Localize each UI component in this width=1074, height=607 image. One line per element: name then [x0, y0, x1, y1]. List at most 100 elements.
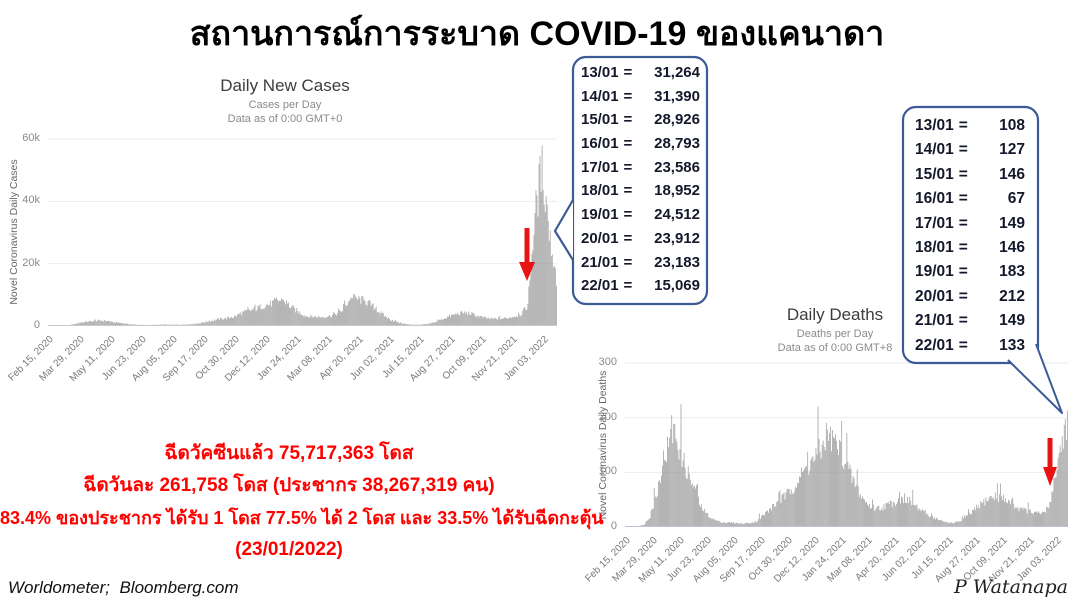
- daily-bar: [206, 321, 208, 326]
- daily-bar: [990, 495, 992, 527]
- daily-bar: [986, 501, 988, 527]
- daily-bar: [664, 459, 665, 527]
- daily-bar: [862, 498, 864, 527]
- daily-bar: [651, 508, 653, 527]
- daily-bar: [1045, 512, 1047, 527]
- daily-bar: [877, 506, 879, 527]
- daily-bar: [533, 234, 535, 326]
- callout-date: 21/01: [915, 312, 954, 330]
- daily-bar: [642, 524, 644, 527]
- daily-bar: [681, 466, 683, 527]
- daily-bar: [771, 510, 773, 527]
- daily-bar: [1043, 512, 1045, 527]
- daily-bar: [1064, 419, 1066, 527]
- daily-bar: [785, 492, 787, 527]
- daily-bar: [961, 516, 963, 527]
- daily-bar: [845, 463, 847, 527]
- daily-bar: [255, 311, 257, 326]
- daily-bar: [122, 323, 124, 326]
- daily-bar: [201, 322, 203, 326]
- daily-bar: [347, 304, 349, 326]
- daily-bar: [398, 322, 399, 326]
- daily-bar: [946, 522, 948, 527]
- page-title: สถานการณ์การระบาด COVID-19 ของแคนาดา: [189, 15, 885, 53]
- daily-bar: [770, 507, 771, 527]
- daily-bar: [675, 438, 677, 527]
- daily-bar: [954, 522, 956, 527]
- daily-bar: [806, 466, 808, 527]
- daily-bar: [113, 322, 114, 326]
- daily-bar: [258, 306, 260, 326]
- daily-bar: [222, 319, 223, 326]
- daily-bar: [109, 320, 110, 326]
- daily-bar: [383, 316, 385, 326]
- daily-bar: [925, 514, 927, 527]
- daily-bar: [729, 522, 730, 527]
- daily-bar: [368, 300, 370, 326]
- daily-bar: [655, 497, 657, 527]
- daily-bar: [953, 523, 955, 527]
- daily-bar: [697, 483, 698, 527]
- daily-bar: [748, 523, 750, 527]
- vaccine-note-line-4: (23/01/2022): [235, 539, 343, 560]
- daily-bar: [766, 511, 767, 527]
- daily-bar: [233, 317, 235, 326]
- daily-bar: [685, 477, 687, 527]
- daily-bar: [718, 520, 720, 527]
- daily-bar: [952, 523, 954, 527]
- daily-bar: [659, 480, 660, 527]
- daily-bar: [677, 450, 679, 527]
- callout-row: 19/01 = 24,512: [581, 206, 700, 230]
- daily-bar: [947, 522, 949, 527]
- daily-bar: [114, 322, 115, 326]
- daily-bar: [1011, 499, 1013, 527]
- daily-bar: [1025, 509, 1027, 527]
- daily-bar: [434, 321, 436, 326]
- daily-bar: [899, 491, 900, 527]
- daily-bar: [966, 515, 967, 527]
- daily-bar: [536, 195, 538, 326]
- daily-bar: [935, 519, 936, 527]
- daily-bar: [509, 317, 510, 326]
- daily-bar: [240, 312, 242, 326]
- daily-bar: [117, 322, 118, 326]
- daily-bar: [756, 521, 758, 527]
- daily-bar: [271, 300, 273, 326]
- daily-bar: [519, 314, 521, 326]
- y-tick-label: 20k: [22, 256, 40, 269]
- daily-bar: [349, 300, 351, 326]
- callout-row: 22/01 = 133: [915, 337, 1025, 361]
- daily-bar: [541, 145, 543, 326]
- daily-bar: [980, 500, 982, 527]
- daily-bar: [813, 461, 815, 527]
- daily-bar: [1015, 506, 1017, 527]
- daily-bar: [738, 523, 740, 527]
- y-tick-label: 200: [598, 410, 617, 423]
- daily-bar: [352, 298, 354, 326]
- daily-bar: [118, 322, 119, 326]
- callout-value: 23,586: [654, 158, 700, 176]
- daily-bar: [849, 464, 851, 527]
- daily-bar: [471, 312, 473, 326]
- daily-bar: [296, 308, 298, 326]
- daily-bar: [279, 300, 280, 326]
- callout-value: 28,793: [654, 135, 700, 153]
- daily-bar: [228, 316, 229, 326]
- x-tick-label: Jan 03, 2022: [502, 334, 552, 383]
- daily-bar: [264, 307, 266, 326]
- daily-bar: [1053, 478, 1055, 527]
- daily-bar: [1051, 491, 1053, 527]
- daily-bar: [662, 465, 663, 527]
- daily-bar: [452, 314, 453, 326]
- daily-bar: [1031, 513, 1033, 527]
- daily-bar: [822, 440, 824, 527]
- daily-bar: [540, 191, 542, 326]
- daily-bar: [944, 521, 946, 527]
- daily-bar: [376, 312, 378, 326]
- daily-bar: [499, 319, 501, 326]
- callout-row: 21/01 = 23,183: [581, 254, 700, 278]
- daily-bar: [263, 308, 265, 326]
- daily-bar: [205, 321, 207, 326]
- daily-bar: [741, 523, 743, 527]
- daily-bar: [220, 317, 221, 326]
